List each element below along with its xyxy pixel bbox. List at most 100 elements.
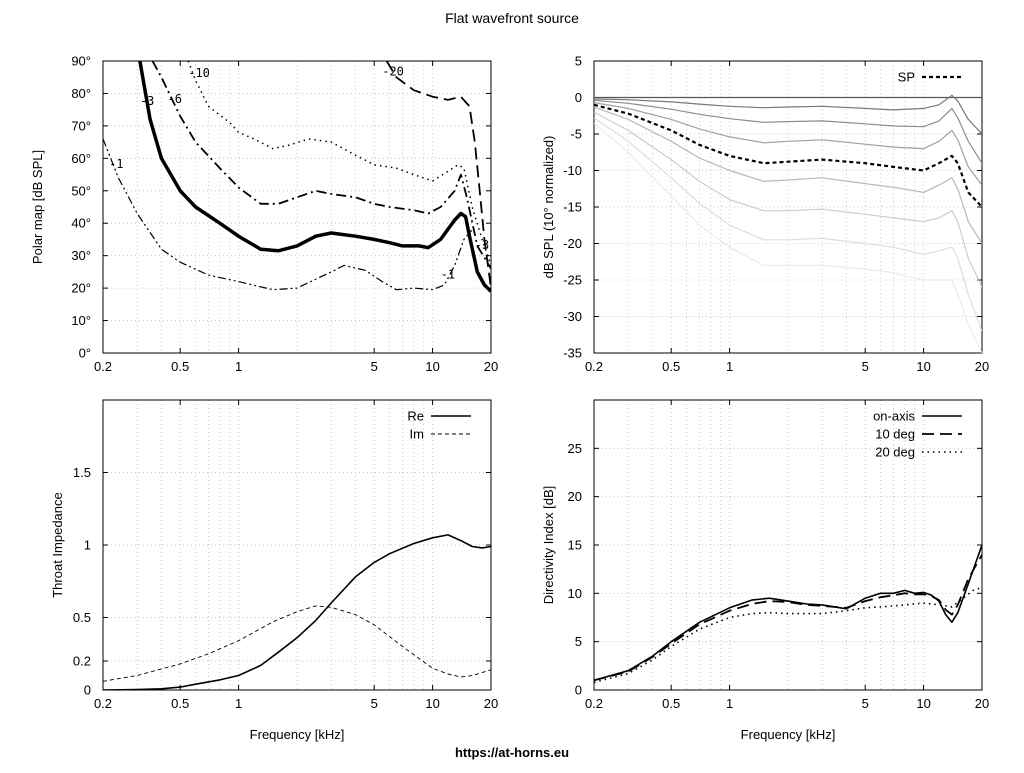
polar-contour-label: -3 <box>475 238 489 252</box>
spl-series-curve <box>594 102 982 186</box>
impedance-xtick-label: 0.5 <box>171 696 189 711</box>
polar-contour-label: -1 <box>441 267 455 281</box>
directivity-ytick-label: 25 <box>568 441 582 456</box>
spl-ytick-label: -30 <box>563 309 582 324</box>
impedance-ytick-label: 1 <box>84 538 91 553</box>
polar-contour-label: -1 <box>109 157 123 171</box>
spl-ytick-label: -15 <box>563 200 582 215</box>
spl-ytick-label: 0 <box>575 90 582 105</box>
impedance-grid <box>103 400 491 690</box>
polar-series <box>103 61 491 293</box>
polar-contour-label: -6 <box>167 92 181 106</box>
directivity-xtick-label: 0.2 <box>585 696 603 711</box>
impedance-legend: Re Im <box>407 409 471 442</box>
directivity-ytick-label: 15 <box>568 538 582 553</box>
polar-contour-label: -20 <box>382 65 404 79</box>
spl-ytick-label: 5 <box>575 54 582 69</box>
directivity-xtick-label: 20 <box>975 696 989 711</box>
spl-grid <box>594 61 982 353</box>
impedance-series <box>103 534 491 690</box>
directivity-xtick-label: 5 <box>862 696 869 711</box>
polar-ytick-label: 40° <box>71 216 91 231</box>
spl-legend-label: SP <box>898 70 915 85</box>
polar-ylabel: Polar map [dB SPL] <box>30 150 45 264</box>
impedance-ytick-label: 0.2 <box>73 654 91 669</box>
polar-ticks: 0.2 0.5 1 5 10 20 0° 10° 20° 30° 40° 50° 60° 70° 80° 90… <box>71 54 498 375</box>
spl-series-curve <box>594 122 982 353</box>
polar-contour--6 <box>151 61 491 270</box>
figure-title: Flat wavefront source <box>445 10 579 26</box>
directivity-xtick-label: 0.5 <box>662 696 680 711</box>
spl-ytick-label: -20 <box>563 236 582 251</box>
spl-xtick-label: 10 <box>916 359 930 374</box>
spl-xtick-label: 1 <box>726 359 733 374</box>
directivity-xtick-label: 1 <box>726 696 733 711</box>
polar-ytick-label: 90° <box>71 54 91 69</box>
directivity-grid <box>594 400 982 690</box>
spl-ytick-label: -10 <box>563 163 582 178</box>
directivity-series-20-deg <box>594 586 982 684</box>
footer-url: https://at-horns.eu <box>455 745 569 760</box>
directivity-legend-label: on-axis <box>873 409 915 424</box>
spl-series <box>594 94 982 353</box>
impedance-series-im <box>103 605 491 682</box>
polar-xtick-label: 0.2 <box>94 359 112 374</box>
impedance-legend-label: Re <box>407 409 424 424</box>
impedance-xlabel: Frequency [kHz] <box>250 727 345 742</box>
impedance-xtick-label: 1 <box>235 696 242 711</box>
polar-panel: 0.2 0.5 1 5 10 20 0° 10° 20° 30° 40° 50° 60° 70° 80° 90… <box>30 54 498 375</box>
spl-ticks: 0.2 0.5 1 5 10 20 -35 -30 -25 -20 -15 -10 -5 0 5 <box>563 54 989 375</box>
impedance-ytick-label: 1.5 <box>73 465 91 480</box>
directivity-xlabel: Frequency [kHz] <box>741 727 836 742</box>
polar-ytick-label: 10° <box>71 313 91 328</box>
impedance-ytick-label: 0.5 <box>73 610 91 625</box>
directivity-ytick-label: 5 <box>575 634 582 649</box>
directivity-series-on-axis <box>594 544 982 682</box>
polar-ytick-label: 60° <box>71 151 91 166</box>
spl-series-curve <box>594 111 982 288</box>
directivity-series <box>594 544 982 684</box>
impedance-xtick-label: 20 <box>484 696 498 711</box>
impedance-xtick-label: 10 <box>425 696 439 711</box>
polar-xtick-label: 5 <box>371 359 378 374</box>
spl-ylabel: dB SPL (10° normalized) <box>541 136 556 279</box>
directivity-series-10-deg <box>594 554 982 682</box>
polar-ytick-label: 50° <box>71 183 91 198</box>
impedance-xtick-label: 5 <box>371 696 378 711</box>
polar-contour--3 <box>138 61 491 293</box>
polar-xtick-label: 10 <box>425 359 439 374</box>
polar-xtick-label: 1 <box>235 359 242 374</box>
polar-contour-label: -10 <box>188 66 210 80</box>
polar-contour--10 <box>187 61 491 266</box>
directivity-ylabel: Directivity Index [dB] <box>541 486 556 605</box>
polar-ytick-label: 80° <box>71 86 91 101</box>
spl-series-sp <box>594 103 982 208</box>
polar-contour-label: -3 <box>140 94 154 108</box>
impedance-legend-label: Im <box>410 427 424 442</box>
spl-ytick-label: -35 <box>563 346 582 361</box>
directivity-legend-label: 20 deg <box>875 445 915 460</box>
impedance-ylabel: Throat Impedance <box>50 492 65 598</box>
spl-ytick-label: -25 <box>563 273 582 288</box>
spl-series-curve <box>594 94 982 135</box>
spl-legend: SP <box>898 70 962 85</box>
polar-ytick-label: 0° <box>79 346 91 361</box>
polar-xtick-label: 0.5 <box>171 359 189 374</box>
polar-ytick-label: 70° <box>71 118 91 133</box>
spl-series-curve <box>594 117 982 332</box>
impedance-series-re <box>103 534 491 690</box>
spl-xtick-label: 5 <box>862 359 869 374</box>
directivity-ytick-label: 0 <box>575 683 582 698</box>
polar-contour--1 <box>103 138 473 291</box>
polar-contour--20 <box>385 61 491 289</box>
spl-series-curve <box>594 106 982 244</box>
polar-xtick-label: 20 <box>484 359 498 374</box>
spl-series-curve <box>594 99 982 164</box>
spl-ytick-label: -5 <box>570 127 582 142</box>
